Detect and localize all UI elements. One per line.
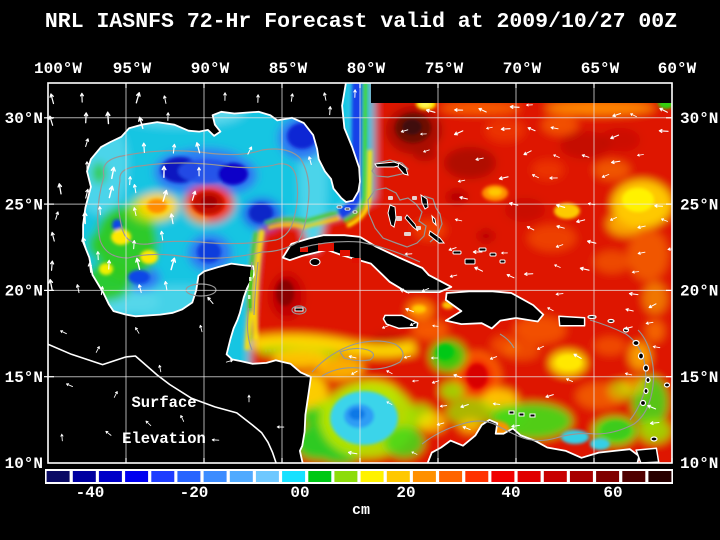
svg-text:80°W: 80°W [347,60,386,78]
svg-text:70°W: 70°W [503,60,542,78]
svg-text:60°W: 60°W [658,60,697,78]
svg-text:25°N: 25°N [680,196,718,214]
svg-text:25°N: 25°N [5,196,43,214]
svg-text:15°N: 15°N [5,369,43,387]
svg-text:Surface: Surface [131,394,196,412]
svg-text:00: 00 [290,484,309,502]
svg-text:20: 20 [396,484,415,502]
svg-text:40: 40 [501,484,520,502]
svg-text:NRL IASNFS 72-Hr Forecast val: NRL IASNFS 72-Hr Forecast valid at 2009/… [45,10,677,34]
svg-text:10°N: 10°N [5,455,43,473]
svg-text:Elevation: Elevation [122,430,206,448]
svg-text:95°W: 95°W [113,60,152,78]
svg-text:-40: -40 [76,484,105,502]
svg-text:30°N: 30°N [680,110,718,128]
svg-text:85°W: 85°W [269,60,308,78]
svg-text:cm: cm [352,502,370,519]
svg-text:15°N: 15°N [680,369,718,387]
svg-text:30°N: 30°N [5,110,43,128]
svg-text:10°N: 10°N [680,455,718,473]
svg-text:65°W: 65°W [581,60,620,78]
svg-text:20°N: 20°N [5,283,43,301]
svg-text:75°W: 75°W [425,60,464,78]
svg-text:100°W: 100°W [34,60,82,78]
svg-text:-20: -20 [180,484,209,502]
svg-text:90°W: 90°W [191,60,230,78]
svg-text:60: 60 [603,484,622,502]
svg-text:20°N: 20°N [680,283,718,301]
